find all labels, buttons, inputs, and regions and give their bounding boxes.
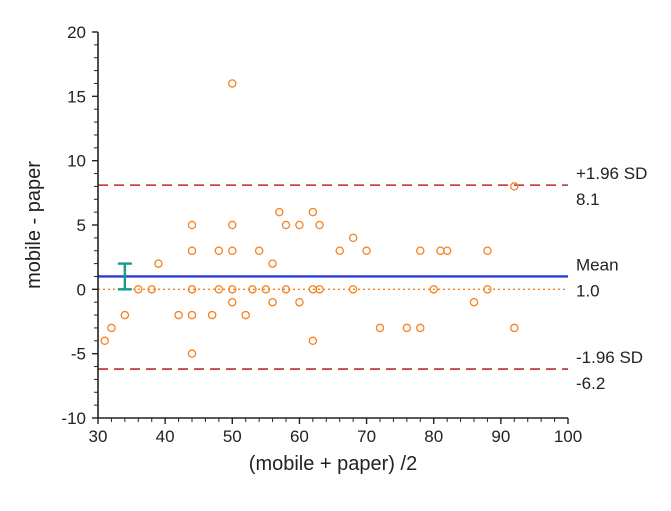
y-tick-label: 5	[77, 216, 86, 235]
y-tick-label: 20	[67, 23, 86, 42]
x-tick-label: 80	[424, 427, 443, 446]
x-tick-label: 90	[491, 427, 510, 446]
mean-value: 1.0	[576, 281, 600, 300]
x-tick-label: 70	[357, 427, 376, 446]
y-tick-label: -10	[61, 409, 86, 428]
y-tick-label: 15	[67, 87, 86, 106]
y-axis-label: mobile - paper	[23, 161, 45, 289]
x-tick-label: 50	[223, 427, 242, 446]
x-axis-label: (mobile + paper) /2	[249, 453, 417, 475]
y-tick-label: 10	[67, 152, 86, 171]
y-tick-label: -5	[71, 345, 86, 364]
upper-loa-value: 8.1	[576, 190, 600, 209]
mean-label: Mean	[576, 255, 619, 274]
y-tick-label: 0	[77, 280, 86, 299]
bland-altman-chart: +1.96 SD8.1-1.96 SD-6.2Mean1.03040506070…	[0, 0, 671, 511]
lower-loa-value: -6.2	[576, 374, 605, 393]
x-tick-label: 30	[89, 427, 108, 446]
x-tick-label: 100	[554, 427, 582, 446]
x-tick-label: 40	[156, 427, 175, 446]
x-tick-label: 60	[290, 427, 309, 446]
chart-svg: +1.96 SD8.1-1.96 SD-6.2Mean1.03040506070…	[0, 0, 671, 511]
upper-loa-label: +1.96 SD	[576, 164, 647, 183]
lower-loa-label: -1.96 SD	[576, 348, 643, 367]
